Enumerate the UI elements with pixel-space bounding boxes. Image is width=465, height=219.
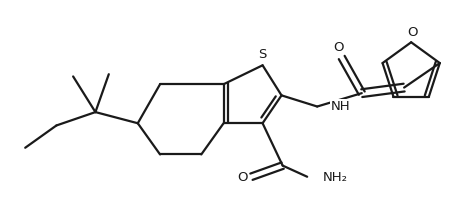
Text: O: O bbox=[237, 171, 248, 184]
Text: NH: NH bbox=[331, 100, 350, 113]
Text: O: O bbox=[407, 26, 418, 39]
Text: NH₂: NH₂ bbox=[323, 171, 348, 184]
Text: O: O bbox=[333, 41, 344, 54]
Text: S: S bbox=[259, 48, 267, 61]
